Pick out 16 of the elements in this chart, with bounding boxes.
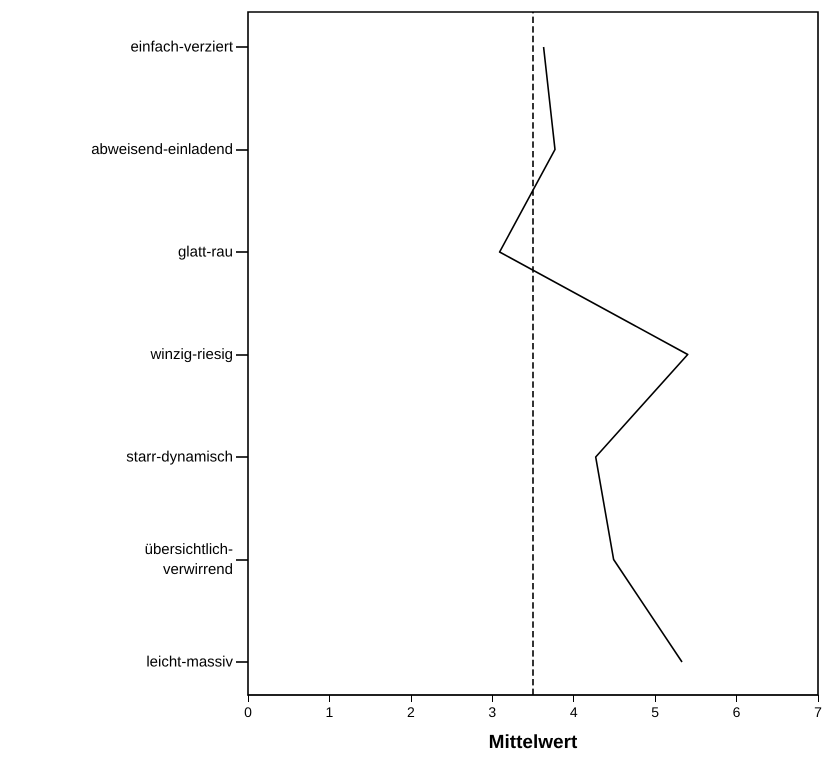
x-tick-label: 7 — [814, 704, 822, 720]
x-tick-label: 0 — [244, 704, 252, 720]
x-tick-label: 1 — [326, 704, 334, 720]
x-tick-label: 4 — [570, 704, 578, 720]
x-tick-label: 6 — [732, 704, 741, 720]
y-tick-label: glatt-rau — [178, 244, 233, 260]
y-tick-label: starr-dynamisch — [126, 448, 233, 466]
x-tick-label: 3 — [488, 704, 496, 720]
y-tick-label: einfach-verziert — [130, 38, 234, 56]
x-tick-label: 5 — [651, 704, 660, 720]
x-axis-title: Mittelwert — [488, 732, 578, 753]
x-tick-label: 2 — [406, 704, 415, 720]
y-tick-label: winzig-riesig — [149, 346, 233, 363]
y-tick-label: abweisend-einladend — [91, 141, 233, 158]
y-tick-label: leicht-massiv — [146, 654, 234, 670]
y-tick-label: übersichtlich- verwirrend — [144, 541, 233, 578]
